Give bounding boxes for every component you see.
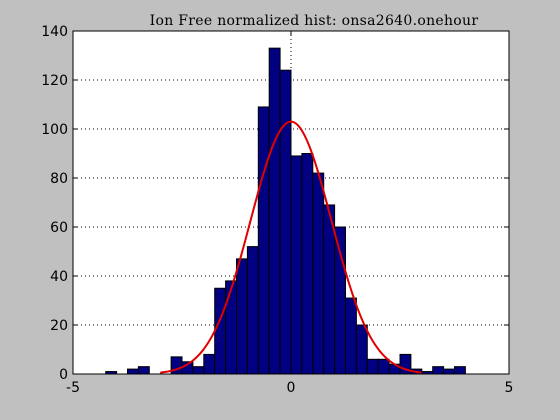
y-tick-label: 20: [50, 318, 68, 334]
histogram-bar: [127, 368, 139, 375]
histogram-bar: [192, 366, 205, 375]
histogram-bar: [236, 258, 248, 375]
histogram-bar: [290, 155, 303, 375]
y-tick-label: 40: [50, 269, 68, 285]
y-tick-label: 120: [41, 73, 68, 89]
y-tick-label: 140: [41, 24, 68, 40]
histogram-bar: [203, 353, 216, 375]
x-tick-label: 5: [505, 380, 514, 396]
chart-title: Ion Free normalized hist: onsa2640.oneho…: [150, 13, 479, 29]
histogram-bar: [225, 280, 238, 375]
grid-lines: [73, 31, 509, 374]
histogram-bar: [257, 106, 270, 375]
histogram-bar: [345, 297, 357, 375]
x-tick-label: 0: [287, 380, 296, 396]
histogram-bar: [301, 153, 314, 375]
histogram-bar: [443, 368, 456, 375]
histogram-bar: [137, 366, 150, 375]
histogram-bar: [268, 47, 281, 375]
histogram-bar: [355, 324, 368, 375]
fit-curve-layer: [160, 120, 422, 374]
x-tick-label: -5: [66, 380, 80, 396]
histogram-bar: [366, 358, 379, 375]
histogram-bar: [312, 172, 325, 375]
histogram-bar: [377, 358, 390, 375]
histogram-bar: [454, 366, 466, 375]
histogram-bar: [214, 287, 227, 375]
histogram-bar: [323, 204, 336, 375]
y-tick-label: 60: [50, 220, 68, 236]
y-tick-label: 80: [50, 171, 68, 187]
histogram-bar: [246, 246, 259, 375]
histogram-bar: [279, 69, 292, 375]
gaussian-fit-curve: [160, 120, 422, 374]
y-tick-label: 100: [41, 122, 68, 138]
histogram-bar: [432, 366, 445, 375]
y-tick-label: 0: [59, 367, 68, 383]
